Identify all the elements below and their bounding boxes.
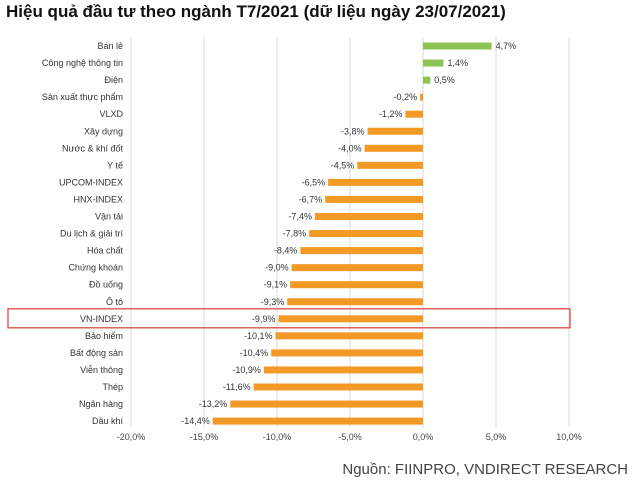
category-label: Hóa chất bbox=[87, 246, 124, 256]
category-label: Y tế bbox=[107, 160, 123, 170]
value-label: -7,8% bbox=[283, 229, 307, 239]
x-tick-label: 10,0% bbox=[556, 432, 582, 442]
bar bbox=[314, 213, 423, 220]
value-label: -11,6% bbox=[223, 382, 251, 392]
bar bbox=[291, 264, 423, 272]
x-tick-label: 0,0% bbox=[413, 432, 434, 442]
value-label: -4,0% bbox=[338, 143, 362, 153]
x-tick-label: 5,0% bbox=[486, 432, 507, 442]
value-label: -10,1% bbox=[244, 331, 273, 341]
bar bbox=[271, 349, 423, 357]
value-label: -4,5% bbox=[331, 160, 355, 170]
value-label: -1,2% bbox=[379, 109, 403, 119]
category-label: Dầu khí bbox=[92, 416, 124, 426]
value-label: -8,4% bbox=[274, 246, 298, 256]
bar bbox=[253, 383, 423, 391]
value-label: 1,4% bbox=[447, 58, 468, 68]
value-label: -9,0% bbox=[265, 263, 289, 273]
value-label: -10,9% bbox=[232, 365, 261, 375]
bar bbox=[309, 230, 423, 238]
value-label: -14,4% bbox=[181, 416, 210, 426]
value-label: -9,1% bbox=[264, 280, 288, 290]
bar bbox=[357, 161, 423, 169]
x-tick-label: -10,0% bbox=[263, 432, 292, 442]
bar bbox=[212, 417, 423, 425]
bar bbox=[325, 195, 423, 203]
bar bbox=[290, 281, 423, 289]
bar bbox=[230, 400, 423, 408]
bar bbox=[367, 127, 423, 135]
value-label: -9,3% bbox=[261, 297, 285, 307]
value-label: 0,5% bbox=[434, 75, 455, 85]
category-label: Vận tải bbox=[95, 212, 123, 222]
bar bbox=[364, 144, 423, 152]
value-label: -0,2% bbox=[394, 92, 418, 102]
bar bbox=[278, 315, 423, 323]
category-label: VN-INDEX bbox=[80, 314, 123, 324]
bar bbox=[405, 110, 423, 118]
value-label: -6,5% bbox=[302, 177, 326, 187]
category-label: Bảo hiểm bbox=[85, 331, 123, 341]
vn-index-highlight-box bbox=[7, 308, 571, 329]
bar bbox=[287, 298, 423, 306]
category-label: Thép bbox=[102, 382, 123, 392]
bar bbox=[423, 42, 492, 50]
bar bbox=[263, 366, 423, 374]
chart-title: Hiệu quả đầu tư theo ngành T7/2021 (dữ l… bbox=[6, 2, 506, 21]
category-label: Ngân hàng bbox=[79, 399, 123, 409]
bar bbox=[300, 247, 423, 255]
category-labels: Bán lẻ Công nghệ thông tin Điện Sản xuất th… bbox=[42, 41, 124, 426]
bar bbox=[328, 178, 423, 186]
category-label: Bất động sản bbox=[70, 348, 123, 358]
x-tick-label: -5,0% bbox=[338, 432, 362, 442]
category-label: HNX-INDEX bbox=[73, 194, 123, 204]
category-label: Điện bbox=[104, 75, 123, 85]
category-label: Nước & khí đốt bbox=[62, 143, 123, 153]
category-label: Ô tô bbox=[106, 297, 123, 307]
x-tick-labels: -20,0% -15,0% -10,0% -5,0% 0,0% 5,0% 10,0% bbox=[117, 432, 582, 442]
category-label: Xây dựng bbox=[84, 126, 123, 136]
category-label: Chứng khoán bbox=[68, 263, 123, 273]
bars bbox=[212, 42, 492, 425]
bar bbox=[423, 59, 444, 67]
category-label: Đồ uống bbox=[89, 280, 123, 290]
value-label: -3,8% bbox=[341, 126, 365, 136]
value-label: -10,4% bbox=[240, 348, 269, 358]
category-label: VLXD bbox=[99, 109, 123, 119]
x-tick-label: -20,0% bbox=[117, 432, 146, 442]
source-note: Nguồn: FIINPRO, VNDIRECT RESEARCH bbox=[342, 461, 628, 478]
value-labels: 4,7% 1,4% 0,5% -0,2% -1,2% -3,8% -4,0% -4,5% -6,… bbox=[181, 41, 516, 426]
bar bbox=[423, 76, 431, 84]
x-tick-label: -15,0% bbox=[190, 432, 219, 442]
value-label: -6,7% bbox=[299, 194, 323, 204]
value-label: 4,7% bbox=[496, 41, 517, 51]
category-label: Sản xuất thực phẩm bbox=[42, 92, 123, 102]
category-label: Viễn thông bbox=[80, 365, 123, 375]
category-label: UPCOM-INDEX bbox=[59, 177, 123, 187]
value-label: -13,2% bbox=[199, 399, 228, 409]
category-label: Du lịch & giải trí bbox=[60, 229, 124, 239]
bar bbox=[275, 332, 423, 340]
bar bbox=[420, 93, 423, 101]
category-label: Bán lẻ bbox=[97, 41, 123, 51]
category-label: Công nghệ thông tin bbox=[42, 58, 123, 68]
value-label: -7,4% bbox=[288, 212, 312, 222]
value-label: -9,9% bbox=[252, 314, 276, 324]
